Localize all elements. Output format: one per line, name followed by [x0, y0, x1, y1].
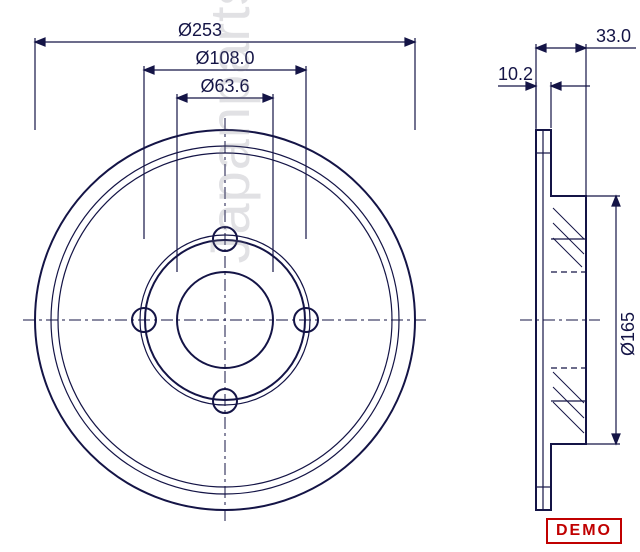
- dim-overall-width: 33.0: [596, 26, 631, 46]
- dim-hub-height: Ø165: [618, 312, 638, 356]
- dim-bore: Ø63.6: [200, 76, 249, 96]
- demo-stamp: DEMO: [546, 518, 622, 544]
- dim-outer-diameter: Ø253: [178, 20, 222, 40]
- technical-drawing: Ø253 Ø108.0 Ø63.6 33.0 10.2 Ø165: [0, 0, 640, 552]
- dim-bolt-circle: Ø108.0: [195, 48, 254, 68]
- front-view: [23, 118, 427, 522]
- dimensions: [35, 38, 636, 444]
- dim-face-width: 10.2: [498, 64, 533, 84]
- side-view: [520, 130, 600, 510]
